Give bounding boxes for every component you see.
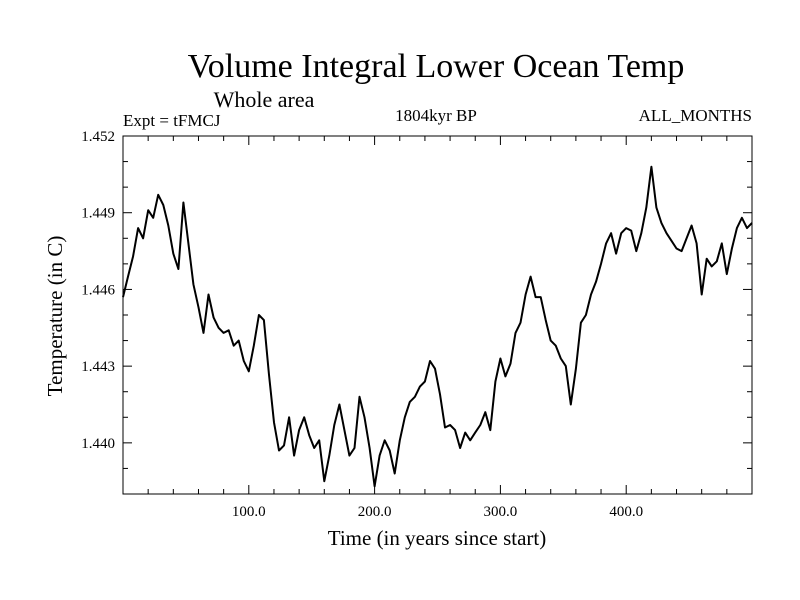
x-tick-label: 300.0 [484, 504, 518, 520]
y-tick-label: 1.440 [81, 436, 115, 452]
plot-border [122, 135, 753, 495]
tick-layer: 100.0 200.0 300.0 400.0 1.440 1.443 1.446 1.449… [81, 129, 752, 520]
data-layer [122, 165, 753, 488]
x-tick-label: 200.0 [358, 504, 392, 520]
y-tick-label: 1.446 [81, 282, 115, 298]
series-line-0 [122, 165, 753, 488]
chart-subtitle: Whole area [214, 87, 315, 112]
y-tick-label: 1.449 [81, 206, 115, 222]
plot-frame [122, 135, 753, 495]
period-label: 1804kyr BP [395, 106, 477, 125]
y-tick-label: 1.443 [81, 359, 115, 375]
x-axis-label: Time (in years since start) [328, 526, 547, 550]
y-axis-label: Temperature (in C) [43, 236, 67, 397]
y-tick-label: 1.452 [81, 129, 115, 145]
experiment-label: Expt = tFMCJ [123, 111, 221, 130]
chart-title: Volume Integral Lower Ocean Temp [188, 48, 685, 85]
x-tick-label: 400.0 [609, 504, 643, 520]
x-tick-label: 100.0 [232, 504, 266, 520]
months-label: ALL_MONTHS [639, 106, 752, 125]
